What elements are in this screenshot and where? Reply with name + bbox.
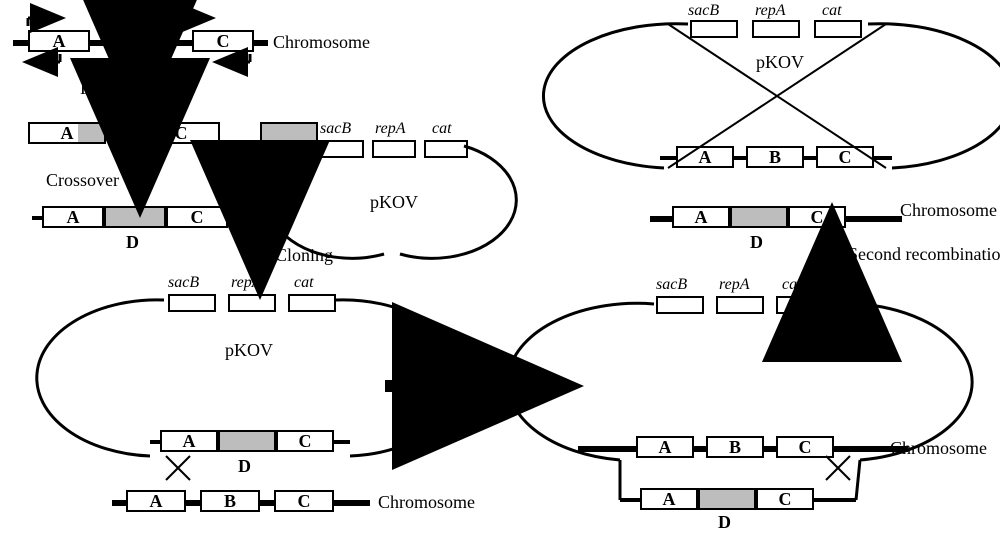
gene-box-lost-repA [752,20,800,38]
gene-label: C [298,491,311,512]
repA-label: repA [231,274,262,292]
recombination-label: Recombination [405,360,515,381]
gene-label: A [663,489,676,510]
gene-box-int-cat [776,296,824,314]
d-label: D [282,148,295,169]
gene-box-C7: C [816,146,874,168]
d-label: D [718,512,731,533]
gene-box-C: C [192,30,254,52]
gene-label: A [695,207,708,228]
pcr-label: PCR [80,78,114,99]
gene-box-C8: C [788,206,846,228]
gene-box-int-sacB [656,296,704,314]
gene-box-A7: A [676,146,734,168]
gene-label: C [175,123,188,144]
sacB-label: sacB [320,120,351,138]
gene-box-pkov-cat [424,140,468,158]
gene-box-B: B [110,30,172,52]
chromosome-label: Chromosome [273,32,370,53]
gene-box-pkov-sacB [320,140,364,158]
gene-box-A5: A [636,436,694,458]
gene-label: C [191,207,204,228]
gene-box-pkov2-repA [228,294,276,312]
gene-box-C2: C [166,206,228,228]
gene-box-C': C [142,122,220,144]
gene-label: A [659,437,672,458]
gene-box-lost-cat [814,20,862,38]
gene-box-D6 [698,488,756,510]
gene-box-C5: C [776,436,834,458]
gene-box-Dfrag [260,122,318,144]
crossover-label: Crossover [46,170,119,191]
pkov-label: pKOV [370,192,418,213]
gene-box-D8 [730,206,788,228]
gene-label: C [779,489,792,510]
gene-box-A2: A [42,206,104,228]
d-label: D [126,232,139,253]
gene-box-C4: C [274,490,334,512]
pkov-label: pKOV [225,340,273,361]
repA-label: repA [719,276,750,294]
gene-label: A [699,147,712,168]
gene-box-A6: A [640,488,698,510]
gene-box-D3 [218,430,276,452]
d-label: D [750,232,763,253]
gene-label: A [183,431,196,452]
pkov-label: pKOV [756,52,804,73]
chromosome-label: Chromosome [900,200,997,221]
sacB-label: sacB [168,274,199,292]
d-label: D [238,456,251,477]
gene-box-D2 [104,206,166,228]
gene-box-int-repA [716,296,764,314]
gene-label: C [299,431,312,452]
gene-label: A [53,31,66,52]
gene-label: C [217,31,230,52]
sacB-label: sacB [656,276,687,294]
gene-box-lost-sacB [690,20,738,38]
gene-box-A8: A [672,206,730,228]
second-recombination-label: Second recombination [848,244,1000,265]
cloning-label: Cloning [275,245,333,266]
gene-label: B [224,491,236,512]
gene-box-A': A [28,122,106,144]
cat-label: cat [432,120,452,138]
gene-box-C6: C [756,488,814,510]
gene-box-B5: B [706,436,764,458]
gene-box-A: A [28,30,90,52]
gene-label: C [839,147,852,168]
sacB-label: sacB [688,2,719,20]
cat-label: cat [782,276,802,294]
cat-label: cat [822,2,842,20]
chromosome-label: Chromosome [378,492,475,513]
gene-box-B7: B [746,146,804,168]
gene-box-A4: A [126,490,186,512]
gene-label: B [135,31,147,52]
repA-label: repA [375,120,406,138]
gene-box-C3: C [276,430,334,452]
gene-box-A3: A [160,430,218,452]
gene-label: A [67,207,80,228]
gene-label: A [150,491,163,512]
gene-box-pkov2-cat [288,294,336,312]
gene-box-pkov2-sacB [168,294,216,312]
cat-label: cat [294,274,314,292]
gene-box-pkov-repA [372,140,416,158]
gene-label: A [61,123,74,144]
repA-label: repA [755,2,786,20]
gene-label: B [729,437,741,458]
gene-label: B [769,147,781,168]
gene-label: C [799,437,812,458]
gene-label: C [811,207,824,228]
gene-box-B4: B [200,490,260,512]
chromosome-label: Chromosome [890,438,987,459]
